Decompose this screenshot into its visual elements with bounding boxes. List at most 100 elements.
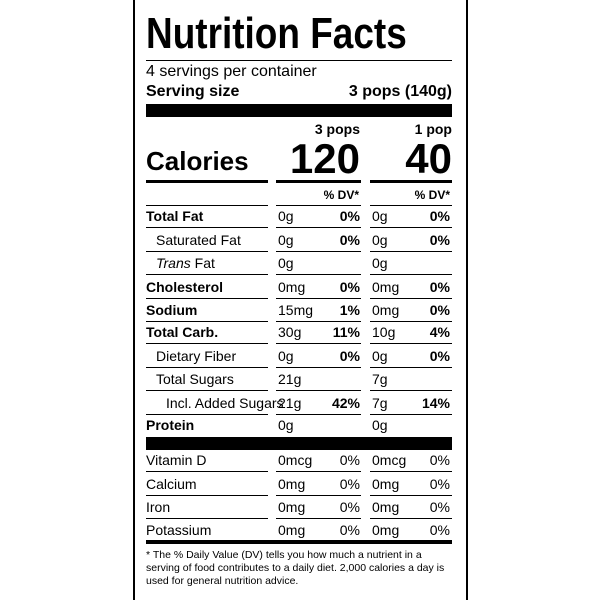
daily-value: 0% [339,232,360,248]
daily-value: 42% [331,395,360,411]
nutrient-name-text: Protein [146,417,195,433]
daily-value: 0% [429,499,450,515]
row-rule [146,414,268,415]
thick-rule [146,104,452,117]
amount: 0mcg [372,452,407,468]
daily-value: 0% [429,302,450,318]
serving-size: 3 pops (140g) [348,83,452,100]
amount: 0mg [372,302,400,318]
calories-value: 120 [289,135,360,182]
daily-value: 0% [429,232,450,248]
row-rule [370,390,452,391]
row-rule [370,227,452,228]
amount: 0g [372,417,388,433]
footnote: * The % Daily Value (DV) tells you how m… [146,549,445,587]
nutrient-name-text: Calcium [146,476,197,492]
amount: 0g [278,417,294,433]
row-rule [146,205,268,206]
daily-value: 0% [339,348,360,364]
nutrient-name-text: Total Sugars [156,371,234,387]
daily-value: 0% [429,348,450,364]
nutrient-name: Saturated Fat [156,231,241,249]
row-rule [370,495,452,496]
nutrient-name-text: Iron [146,499,171,515]
row-rule [276,414,361,415]
amount: 21g [278,371,302,387]
serving-size-label: Serving size [146,83,240,100]
amount: 21g [278,395,302,411]
title: Nutrition Facts [146,9,407,58]
row-rule [370,367,452,368]
amount: 15mg [278,302,314,318]
row-rule [146,471,268,472]
nutrient-name: Cholesterol [146,278,223,296]
servings: 4 servings per container [146,63,317,80]
amount: 0mg [372,476,400,492]
row-rule [370,343,452,344]
thick-rule [146,437,452,450]
daily-value: 0% [339,476,360,492]
daily-value: 0% [429,452,450,468]
row-rule [276,343,361,344]
amount: 7g [372,371,388,387]
nutrient-name-text: Saturated Fat [156,232,241,248]
row-rule [370,321,452,322]
row-rule [146,321,268,322]
amount: 0mg [278,279,306,295]
amount: 0g [278,255,294,271]
nutrient-name: Iron [146,498,170,516]
daily-value: 0% [429,522,450,538]
row-rule [276,471,361,472]
row-rule [370,518,452,519]
row-rule [146,274,268,275]
amount: 0mg [278,499,306,515]
nutrient-name-text: Cholesterol [146,279,224,295]
nutrient-name: Total Carb. [146,323,218,341]
daily-value: 0% [339,452,360,468]
row-rule [146,495,268,496]
row-rule [146,180,268,183]
row-rule [276,205,361,206]
amount: 0mg [372,499,400,515]
row-rule [276,251,361,252]
row-rule [146,390,268,391]
row-rule [370,274,452,275]
row-rule [276,180,361,183]
amount: 0mg [372,279,400,295]
nutrient-name: Trans Fat [156,254,215,272]
column-header: 1 pop [414,121,452,137]
row-rule [276,367,361,368]
daily-value: 0% [339,522,360,538]
row-rule [146,227,268,228]
row-rule [276,390,361,391]
daily-value: 14% [421,395,450,411]
row-rule [146,298,268,299]
amount: 7g [372,395,388,411]
daily-value: 0% [339,499,360,515]
nutrient-name: Sodium [146,301,197,319]
nutrient-name-text: Dietary Fiber [156,348,237,364]
nutrient-name: Dietary Fiber [156,347,236,365]
amount: 0g [278,348,294,364]
daily-value: 0% [339,208,360,224]
row-rule [276,274,361,275]
row-rule [276,227,361,228]
nutrient-name: Protein [146,416,194,434]
amount: 10g [372,324,396,340]
amount: 0g [278,208,294,224]
row-rule [370,471,452,472]
row-rule [146,518,268,519]
row-rule [370,251,452,252]
row-rule [370,414,452,415]
amount: 0mg [372,522,400,538]
nutrition-label [133,0,468,600]
dv-header: % DV* [414,188,450,202]
amount: 0g [372,348,388,364]
nutrient-name-text: Potassium [146,522,212,538]
daily-value: 11% [332,324,360,340]
nutrient-name: Total Fat [146,207,203,225]
thick-rule [146,540,452,544]
nutrient-name-text: Sodium [146,302,198,318]
daily-value: 0% [429,476,450,492]
